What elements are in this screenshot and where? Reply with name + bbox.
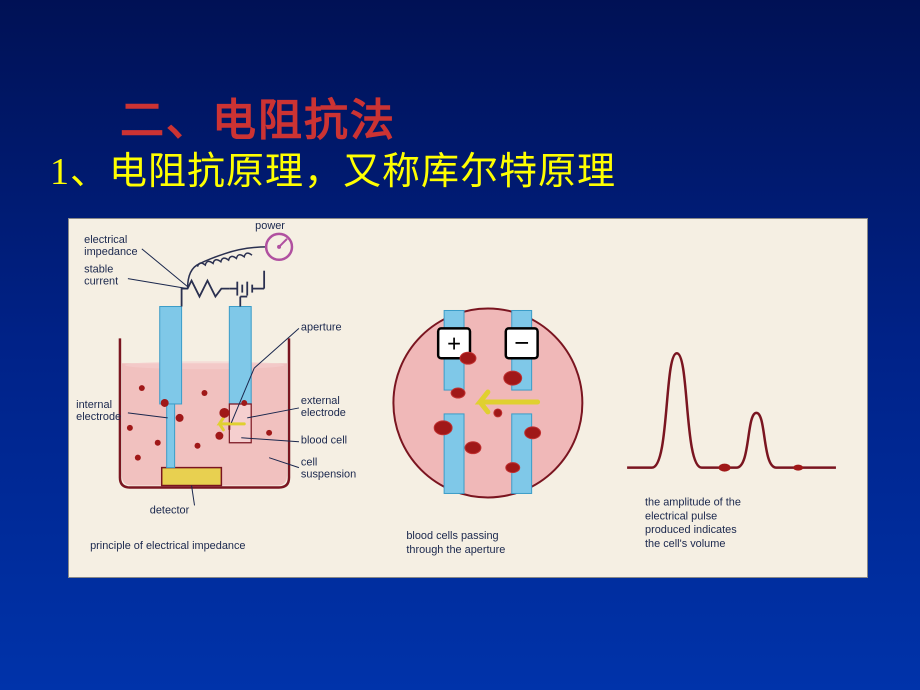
diagram-panel: electrical impedance stable current powe… bbox=[68, 218, 868, 578]
label-aperture: aperture bbox=[301, 321, 342, 333]
label-power: power bbox=[255, 220, 285, 232]
minus-symbol: − bbox=[514, 329, 529, 357]
caption-right: the amplitude of the electrical pulse pr… bbox=[645, 496, 744, 550]
caption-middle: blood cells passing through the aperture bbox=[406, 530, 505, 556]
label-stable-current: stable current bbox=[84, 264, 118, 288]
slide-heading: 二、电阻抗法 bbox=[120, 84, 396, 148]
pulse-waveform: the amplitude of the electrical pulse pr… bbox=[627, 353, 836, 550]
coulter-diagram-svg: electrical impedance stable current powe… bbox=[69, 219, 867, 577]
beaker-apparatus: electrical impedance stable current powe… bbox=[76, 220, 356, 552]
label-detector: detector bbox=[150, 504, 190, 516]
label-external-electrode: external electrode bbox=[301, 395, 346, 419]
caption-left: principle of electrical impedance bbox=[90, 540, 245, 552]
aperture-closeup: + − blood cells passing through the aper… bbox=[393, 309, 582, 557]
plus-symbol: + bbox=[447, 330, 461, 357]
slide-subheading: 1、电阻抗原理，又称库尔特原理 bbox=[50, 140, 616, 195]
label-blood-cell: blood cell bbox=[301, 435, 347, 447]
label-cell-suspension: cell suspension bbox=[301, 457, 356, 481]
label-internal-electrode: internal electrode bbox=[76, 399, 121, 423]
label-electrical-impedance: electrical impedance bbox=[84, 234, 137, 258]
